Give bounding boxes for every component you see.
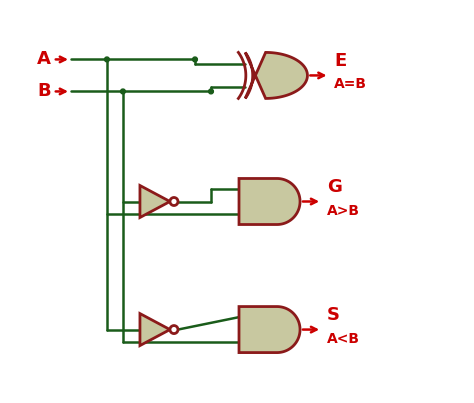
Polygon shape: [245, 52, 308, 98]
Circle shape: [170, 326, 178, 334]
Text: A=B: A=B: [334, 77, 367, 91]
Text: G: G: [327, 178, 342, 196]
Text: B: B: [37, 83, 51, 100]
Polygon shape: [140, 314, 170, 346]
Text: S: S: [327, 306, 340, 324]
Text: E: E: [334, 52, 346, 70]
Polygon shape: [140, 185, 170, 218]
Circle shape: [170, 197, 178, 206]
Polygon shape: [239, 179, 300, 224]
Text: A>B: A>B: [327, 204, 360, 218]
Circle shape: [120, 89, 125, 94]
Text: A: A: [37, 50, 51, 69]
Text: A<B: A<B: [327, 332, 360, 345]
Polygon shape: [239, 307, 300, 353]
Circle shape: [105, 57, 109, 62]
Circle shape: [209, 89, 213, 94]
Circle shape: [192, 57, 197, 62]
